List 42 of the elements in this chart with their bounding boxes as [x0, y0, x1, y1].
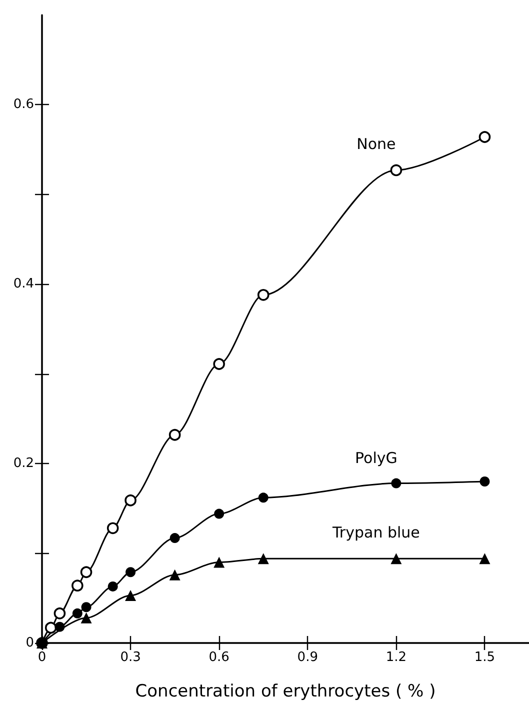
point [168, 428, 181, 441]
point [54, 622, 65, 632]
x-tick-label: 1.5 [474, 650, 496, 665]
x-tick-label: 0.9 [297, 650, 318, 665]
x-axis-title: Concentration of erythrocytes ( % ) [135, 682, 436, 702]
point [72, 608, 82, 618]
point [44, 622, 57, 634]
point [258, 553, 269, 564]
point [124, 494, 136, 506]
point [213, 358, 225, 370]
point [480, 476, 490, 487]
x-tick-label: 1.2 [386, 650, 407, 665]
point [169, 569, 180, 580]
point [108, 581, 118, 592]
x-tick-label: 0 [38, 650, 46, 665]
y-tick-label: 0 [26, 636, 34, 650]
point [170, 533, 180, 544]
y-tick-label: 0.2 [13, 456, 34, 472]
point [214, 508, 224, 519]
point [72, 580, 84, 592]
point [80, 566, 92, 578]
point [258, 492, 268, 503]
point [125, 590, 136, 601]
series-label: Trypan blue [331, 524, 420, 542]
series-label: None [356, 134, 396, 153]
point [81, 602, 92, 612]
x-tick-label: 0.3 [120, 650, 141, 665]
y-tick-label: 0.4 [13, 276, 34, 292]
point [126, 567, 136, 578]
point [390, 164, 402, 176]
point [257, 289, 270, 301]
point [54, 607, 66, 620]
point [391, 478, 402, 488]
series-label: PolyG [355, 448, 398, 467]
point [80, 612, 92, 624]
point [106, 522, 119, 534]
point [478, 131, 491, 143]
point [390, 553, 402, 564]
y-tick-label: 0.6 [13, 97, 34, 112]
point [479, 553, 490, 564]
x-tick-label: 0.6 [208, 650, 230, 665]
point [214, 556, 225, 568]
